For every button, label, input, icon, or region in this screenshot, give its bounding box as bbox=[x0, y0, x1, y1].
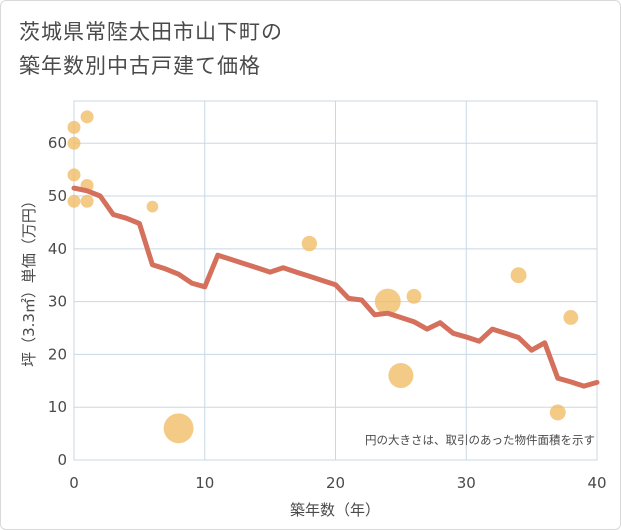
data-bubble bbox=[67, 168, 81, 182]
y-tick-label: 50 bbox=[48, 187, 67, 205]
data-bubble bbox=[510, 267, 527, 284]
data-bubble bbox=[67, 194, 81, 208]
x-tick-labels: 0 10 20 30 40 bbox=[69, 474, 606, 492]
data-bubble bbox=[406, 288, 422, 304]
data-bubble bbox=[67, 136, 81, 150]
y-axis-label: 坪（3.3㎡）単価（万円） bbox=[20, 193, 38, 367]
y-tick-label: 40 bbox=[48, 240, 67, 258]
size-annotation: 円の大きさは、取引のあった物件面積を示す bbox=[365, 433, 595, 447]
data-bubble bbox=[80, 194, 94, 208]
x-tick-label: 40 bbox=[587, 474, 606, 492]
data-bubble bbox=[549, 404, 566, 421]
bubble-series bbox=[67, 110, 579, 444]
data-bubble bbox=[146, 200, 159, 213]
chart-title-line-1: 茨城県常陸太田市山下町の bbox=[19, 20, 283, 44]
y-tick-label: 30 bbox=[48, 293, 67, 311]
y-tick-label: 10 bbox=[48, 398, 67, 416]
data-bubble bbox=[163, 413, 194, 444]
x-tick-label: 30 bbox=[457, 474, 476, 492]
x-tick-label: 20 bbox=[326, 474, 345, 492]
data-bubble bbox=[388, 363, 414, 389]
x-axis-label: 築年数（年） bbox=[290, 501, 380, 519]
y-tick-label: 0 bbox=[57, 451, 67, 469]
chart-title: 茨城県常陸太田市山下町の 築年数別中古戸建て価格 bbox=[19, 15, 283, 83]
data-bubble bbox=[563, 310, 579, 325]
y-tick-labels: 0 10 20 30 40 50 60 bbox=[48, 134, 67, 469]
data-bubble bbox=[80, 110, 94, 124]
data-bubble bbox=[67, 120, 81, 134]
data-bubble bbox=[301, 235, 318, 252]
trend-line bbox=[71, 185, 600, 389]
y-tick-label: 20 bbox=[48, 345, 67, 363]
data-bubble bbox=[374, 288, 401, 315]
plot-area-border bbox=[73, 100, 598, 461]
x-tick-label: 10 bbox=[195, 474, 214, 492]
x-tick-label: 0 bbox=[69, 474, 79, 492]
y-tick-label: 60 bbox=[48, 134, 67, 152]
chart-title-line-2: 築年数別中古戸建て価格 bbox=[19, 54, 261, 78]
